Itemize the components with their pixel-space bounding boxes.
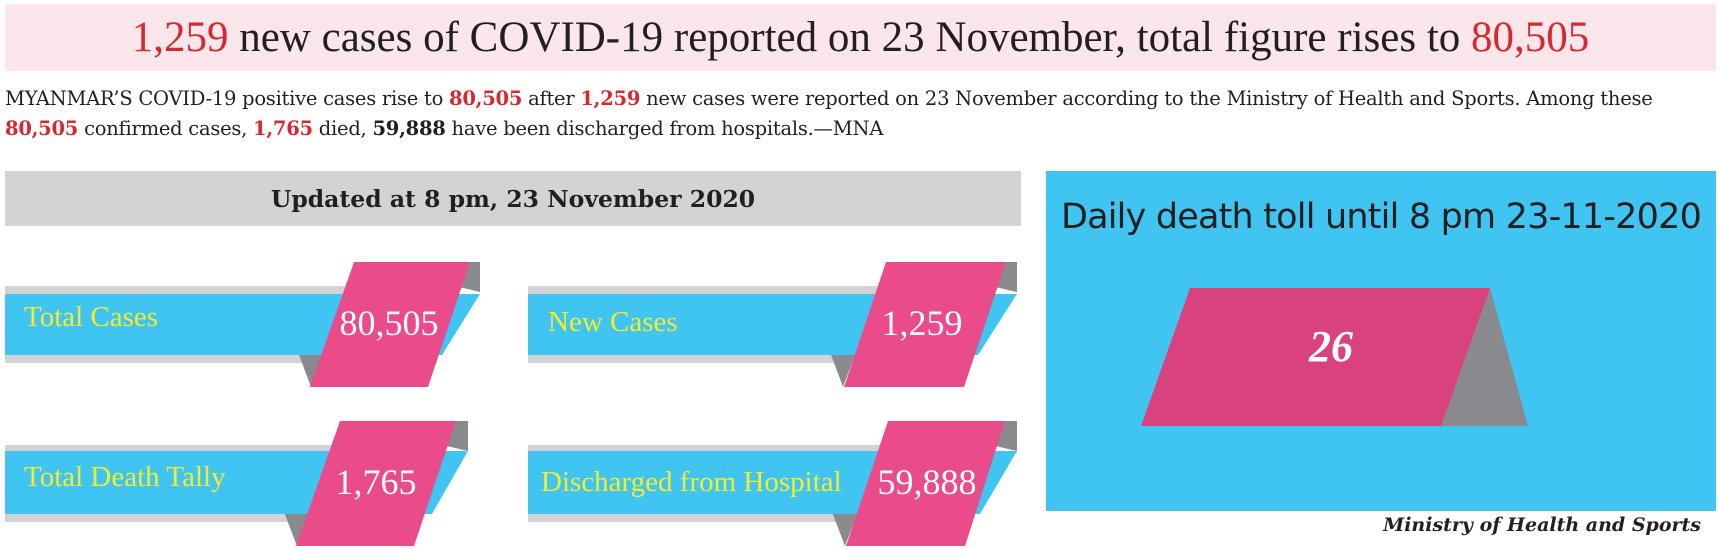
stat-card-total-death-tally	[5, 421, 468, 546]
lede-discharged: 59,888	[372, 117, 446, 140]
stat-value-discharged: 59,888	[877, 462, 977, 502]
daily-death-toll-title: Daily death toll until 8 pm 23-11-2020	[1060, 197, 1702, 237]
headline: 1,259 new cases of COVID-19 reported on …	[5, 4, 1716, 71]
headline-new-cases: 1,259	[131, 14, 229, 61]
lede-text-4: confirmed cases,	[78, 117, 254, 140]
lede-paragraph: MYANMAR’S COVID-19 positive cases rise t…	[5, 84, 1717, 144]
lede-total-cases: 80,505	[449, 87, 523, 110]
stat-card-new-cases	[528, 262, 1017, 387]
lede-new-cases: 1,259	[580, 87, 641, 110]
lede-text-5: died,	[312, 117, 373, 140]
stat-label-new-cases: New Cases	[548, 306, 678, 338]
lede-text-6: have been discharged from hospitals.—MNA	[445, 117, 884, 140]
lede-text-1: MYANMAR’S COVID-19 positive cases rise t…	[5, 87, 450, 110]
stat-card-total-cases	[5, 262, 480, 387]
lede-confirmed-cases: 80,505	[5, 117, 79, 140]
stat-value-new-cases: 1,259	[881, 303, 963, 343]
stat-label-discharged: Discharged from Hospital	[541, 466, 842, 498]
stat-card-discharged	[528, 421, 1017, 546]
updated-banner: Updated at 8 pm, 23 November 2020	[5, 171, 1021, 226]
lede-text-3: new cases were reported on 23 November a…	[640, 87, 1653, 110]
stat-label-total-death-tally: Total Death Tally	[24, 461, 226, 493]
daily-death-toll-value: 26	[1309, 322, 1353, 371]
stat-ribbons	[5, 262, 1017, 546]
stat-label-total-cases: Total Cases	[24, 301, 159, 333]
headline-total: 80,505	[1471, 14, 1590, 61]
lede-text-2: after	[522, 87, 581, 110]
source-credit: Ministry of Health and Sports	[1383, 514, 1701, 536]
daily-death-toll-panel: Daily death toll until 8 pm 23-11-2020 2…	[1046, 171, 1716, 511]
lede-deaths: 1,765	[253, 117, 313, 140]
stat-value-total-death-tally: 1,765	[335, 462, 417, 502]
stat-value-total-cases: 80,505	[339, 303, 439, 343]
daily-death-toll-graphic	[1141, 288, 1528, 426]
headline-text: new cases of COVID-19 reported on 23 Nov…	[228, 14, 1472, 61]
